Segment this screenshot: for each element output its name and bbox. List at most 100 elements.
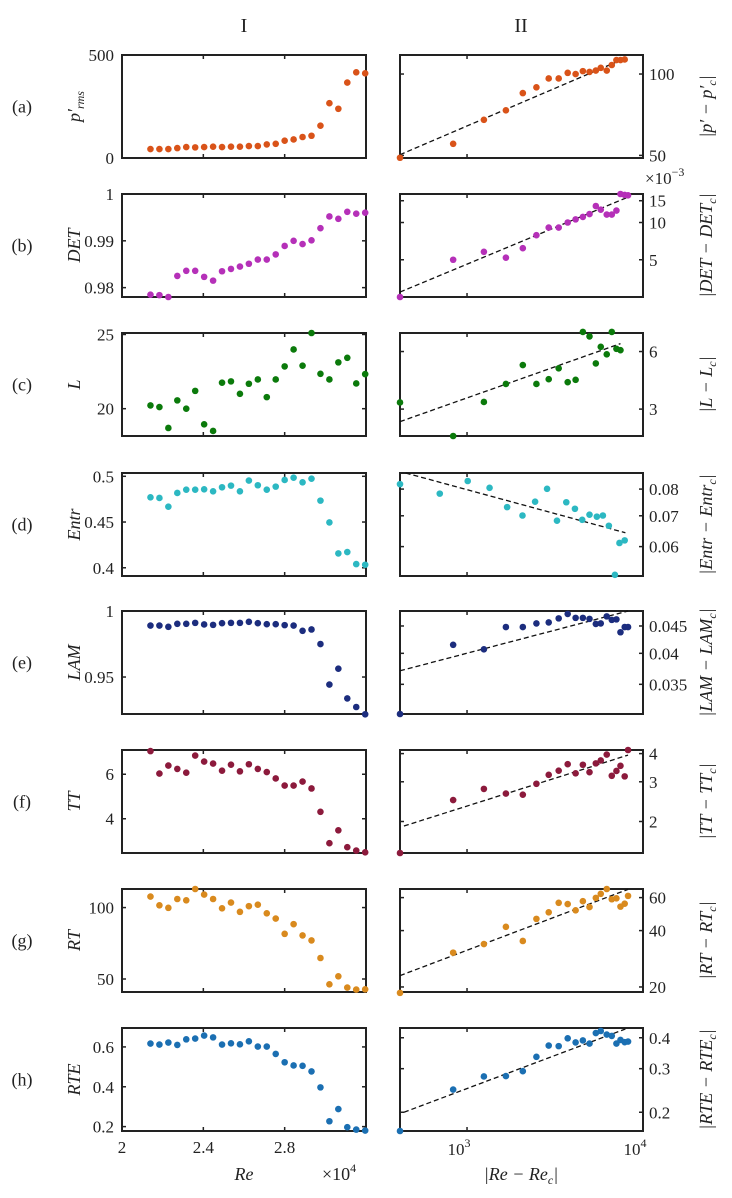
data-point — [343, 695, 351, 702]
right-y-axis-label-text: |TT − TT — [696, 772, 716, 840]
y-tick-label: 50 — [97, 970, 114, 989]
data-point — [597, 206, 605, 213]
row-a: (a) 0 500 p′rms 50 100 |p′ − p′c| — [12, 46, 719, 168]
data-point — [335, 1105, 342, 1113]
data-point — [245, 380, 253, 388]
data-point — [396, 1127, 404, 1135]
y-tick-label: 20 — [97, 400, 114, 419]
row-label: (h) — [12, 1070, 33, 1091]
data-point — [613, 767, 620, 775]
right-y-axis-label-text: |RT − RT — [696, 910, 716, 980]
left-x-axis-label: Re — [234, 1164, 254, 1184]
data-point — [156, 403, 163, 411]
row-label: (f) — [13, 792, 31, 813]
data-point — [613, 616, 620, 623]
data-point — [579, 614, 587, 622]
data-point — [263, 393, 271, 401]
row-g: (g) 50 100 RT 20 40 60 |RT − RTc| — [12, 885, 719, 997]
data-point — [586, 1040, 593, 1047]
data-point — [586, 903, 593, 911]
y-tick-label: 20 — [649, 978, 666, 997]
fit-line-dashed — [399, 195, 630, 293]
y-tick-label: 3 — [649, 773, 658, 792]
data-point — [147, 747, 154, 755]
data-point — [613, 894, 620, 902]
y-tick-label: 0.98 — [84, 279, 114, 298]
fit-line-dashed — [399, 57, 625, 156]
data-point — [579, 67, 587, 75]
data-point — [290, 622, 297, 629]
data-point — [343, 1123, 351, 1131]
data-point — [449, 796, 457, 804]
data-point — [502, 1072, 510, 1080]
data-point — [572, 216, 579, 223]
right-y-axis-label-text: |DET − DET — [696, 202, 716, 298]
data-point — [299, 1062, 306, 1070]
data-point — [299, 932, 306, 939]
column-title-left: I — [241, 15, 248, 37]
data-point — [272, 1050, 280, 1058]
row-label: (d) — [12, 515, 33, 536]
data-point — [254, 256, 262, 263]
data-point — [156, 145, 163, 153]
data-point — [555, 1042, 562, 1050]
data-point — [227, 482, 235, 489]
data-point — [617, 346, 624, 354]
data-point — [352, 210, 360, 217]
y-tick-label: 0.045 — [649, 617, 687, 636]
data-point — [592, 620, 600, 628]
data-point — [245, 1038, 253, 1045]
left-panel: 0.4 0.45 0.5 Entr — [64, 467, 369, 578]
y-tick-label: 5 — [649, 251, 658, 270]
left-y-axis-label-text: LAM — [64, 643, 84, 681]
data-point — [352, 560, 360, 568]
data-point — [592, 67, 600, 74]
data-point — [592, 202, 600, 210]
data-point — [343, 984, 351, 991]
data-point — [218, 767, 226, 774]
left-y-axis-label: p′rms — [64, 91, 87, 124]
data-point — [480, 1073, 488, 1080]
data-point — [227, 265, 235, 273]
data-point — [182, 143, 190, 151]
data-point — [272, 915, 280, 922]
plot-frame — [399, 54, 644, 159]
right-panel: 20 40 60 |RT − RTc| — [396, 885, 719, 997]
data-point — [616, 539, 623, 547]
data-point — [586, 68, 593, 76]
data-point — [396, 989, 404, 997]
y-tick-label: 4 — [106, 810, 115, 829]
y-tick-label: 4 — [649, 745, 658, 764]
x-tick-label: 2.8 — [274, 1138, 295, 1157]
left-y-axis-label: LAM — [64, 643, 84, 681]
x-tick-label-base: 10 — [624, 1140, 641, 1159]
data-point — [236, 908, 244, 916]
data-point — [281, 621, 288, 629]
data-point — [603, 351, 611, 358]
data-point — [543, 485, 551, 493]
data-point — [245, 477, 253, 484]
data-point — [335, 665, 342, 673]
data-point — [608, 61, 616, 69]
data-point — [533, 380, 540, 388]
data-point — [290, 782, 297, 789]
data-point — [263, 256, 271, 263]
data-point — [165, 904, 172, 912]
x-tick-label: 2 — [118, 1138, 127, 1157]
data-point — [200, 143, 208, 151]
data-point — [182, 1036, 190, 1043]
right-panel: 0.06 0.07 0.08 |Entr − Entrc| — [396, 472, 719, 579]
data-point — [579, 761, 587, 769]
data-point — [317, 497, 324, 504]
data-point — [480, 940, 488, 948]
data-point — [245, 902, 253, 910]
data-point — [200, 758, 208, 765]
data-point — [218, 267, 226, 275]
plot-frame — [399, 749, 644, 854]
left-panel: 50 100 RT — [64, 885, 369, 993]
data-point — [592, 1029, 600, 1037]
row-label: (b) — [12, 236, 33, 257]
data-point — [227, 761, 235, 768]
data-point — [502, 790, 510, 797]
